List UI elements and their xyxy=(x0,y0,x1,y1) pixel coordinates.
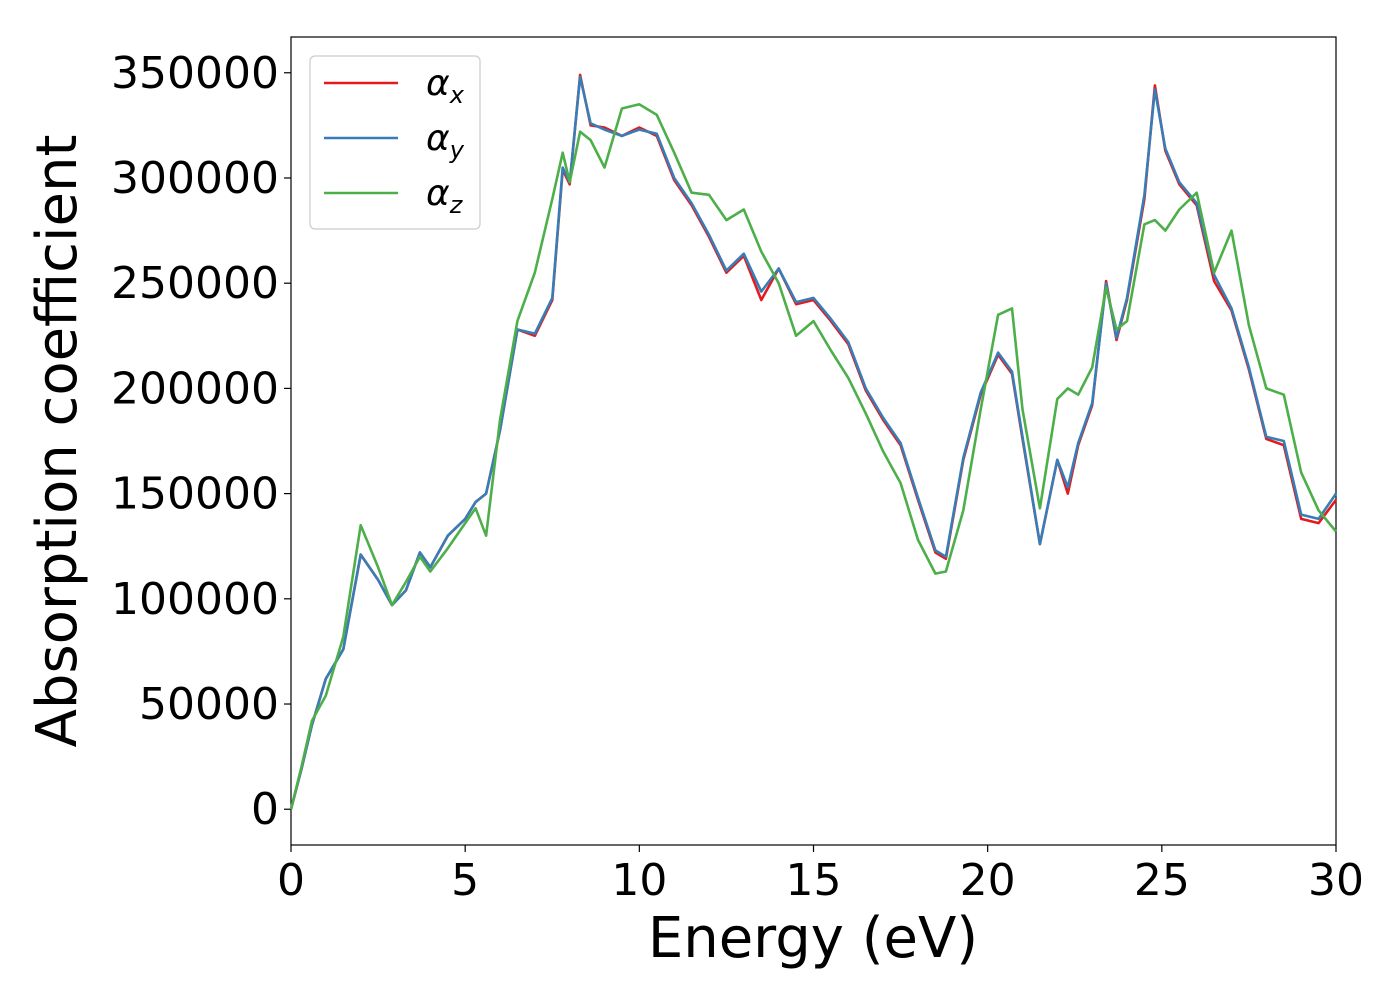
y-tick-label: 150000 xyxy=(111,469,279,520)
y-tick-label: 200000 xyxy=(111,363,279,414)
x-tick-label: 25 xyxy=(1134,855,1190,906)
x-tick-label: 30 xyxy=(1308,855,1364,906)
y-tick-label: 300000 xyxy=(111,153,279,204)
x-axis-label: Energy (eV) xyxy=(648,906,978,971)
x-tick-label: 0 xyxy=(277,855,305,906)
series-line xyxy=(289,103,1338,810)
y-tick-label: 250000 xyxy=(111,258,279,309)
y-tick-label: 100000 xyxy=(111,574,279,625)
x-tick-label: 15 xyxy=(786,855,842,906)
y-tick-label: 50000 xyxy=(139,679,279,730)
y-tick-label: 0 xyxy=(251,784,279,835)
x-tick-label: 10 xyxy=(611,855,667,906)
series-line xyxy=(289,75,1338,810)
x-tick-label: 20 xyxy=(960,855,1016,906)
x-tick-label: 5 xyxy=(451,855,479,906)
legend-box xyxy=(309,55,481,230)
y-tick-label: 350000 xyxy=(111,48,279,99)
y-axis-label: Absorption coefficient xyxy=(25,135,90,748)
